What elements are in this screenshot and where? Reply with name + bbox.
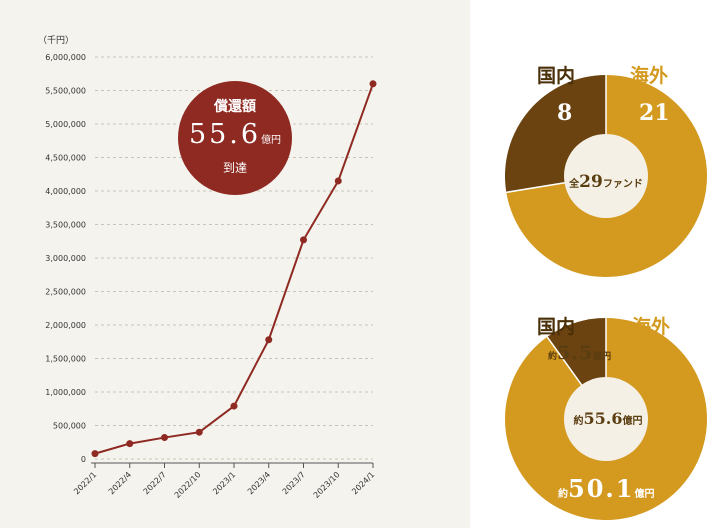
x-tick-label: 2022/10	[173, 470, 203, 500]
fund-total-prefix: 全	[569, 179, 580, 190]
data-point	[195, 428, 203, 436]
domestic-count: 8	[557, 100, 573, 126]
y-tick-label: 3,000,000	[45, 254, 86, 263]
amount-total-suffix: 億円	[622, 416, 643, 427]
amount-total: 約55.6億円	[566, 409, 650, 428]
overseas-amount-unit: 億円	[634, 489, 655, 500]
y-tick-label: 5,500,000	[45, 87, 86, 96]
badge-title: 償還額	[214, 99, 256, 115]
y-tick-label: 0	[81, 455, 86, 464]
total-badge: 償還額 55.6億円 到達	[178, 81, 292, 195]
overseas-label-2: 海外	[632, 316, 671, 338]
x-tick-label: 2023/7	[281, 470, 307, 496]
badge-caption: 到達	[222, 161, 247, 175]
data-point	[161, 434, 168, 442]
domestic-amount-value: 5.5	[557, 342, 594, 364]
data-point	[91, 450, 99, 458]
y-tick-label: 6,000,000	[45, 53, 86, 62]
y-tick-label: 2,500,000	[45, 288, 86, 297]
y-tick-label: 1,000,000	[45, 388, 86, 397]
overseas-amount: 約50.1億円	[558, 474, 654, 503]
data-point	[265, 336, 273, 344]
y-tick-label: 2,000,000	[45, 321, 86, 330]
amount-donut	[505, 318, 707, 524]
data-point	[369, 80, 377, 88]
x-tick-label: 2022/7	[142, 470, 168, 496]
x-tick-label: 2024/1	[350, 470, 376, 496]
domestic-amount-prefix: 約	[548, 352, 558, 362]
badge-value: 55.6	[188, 119, 262, 150]
y-tick-label: 1,500,000	[45, 355, 86, 364]
y-unit-label: （千円）	[38, 35, 74, 46]
fund-count-donut	[505, 75, 707, 281]
domestic-amount-unit: 億円	[593, 352, 612, 362]
fund-total: 全29ファンド	[564, 172, 648, 192]
data-point	[300, 236, 307, 244]
badge-unit: 億円	[261, 135, 282, 146]
amount-total-prefix: 約	[573, 416, 584, 427]
x-tick-label: 2023/4	[246, 470, 272, 496]
y-tick-label: 4,000,000	[45, 187, 86, 196]
line-chart: （千円） 6,000,000 5,500,000 5,000,000 4,500,000…	[38, 35, 377, 500]
x-tick-label: 2022/4	[107, 470, 133, 496]
fund-total-value: 29	[579, 172, 603, 192]
donut-hole	[564, 377, 648, 461]
y-tick-label: 500,000	[53, 422, 86, 431]
x-tick-label: 2022/1	[72, 470, 98, 496]
donut-hole	[564, 134, 648, 218]
domestic-amount: 約5.5億円	[548, 342, 611, 364]
amount-total-value: 55.6	[583, 409, 623, 428]
data-point	[230, 402, 238, 410]
domestic-label-2: 国内	[537, 316, 576, 338]
domestic-label-1: 国内	[537, 65, 576, 87]
data-point	[334, 177, 342, 185]
y-tick-label: 4,500,000	[45, 154, 86, 163]
overseas-label-1: 海外	[630, 65, 669, 87]
x-tick-label: 2023/10	[312, 470, 342, 500]
overseas-amount-value: 50.1	[568, 474, 635, 503]
y-tick-label: 3,500,000	[45, 221, 86, 230]
y-tick-label: 5,000,000	[45, 120, 86, 129]
data-point	[126, 440, 134, 448]
overseas-count: 21	[639, 100, 670, 126]
x-tick-label: 2023/1	[211, 470, 237, 496]
badge-value-row: 55.6億円	[178, 119, 292, 150]
fund-total-suffix: ファンド	[602, 179, 643, 190]
overseas-amount-prefix: 約	[558, 489, 568, 500]
